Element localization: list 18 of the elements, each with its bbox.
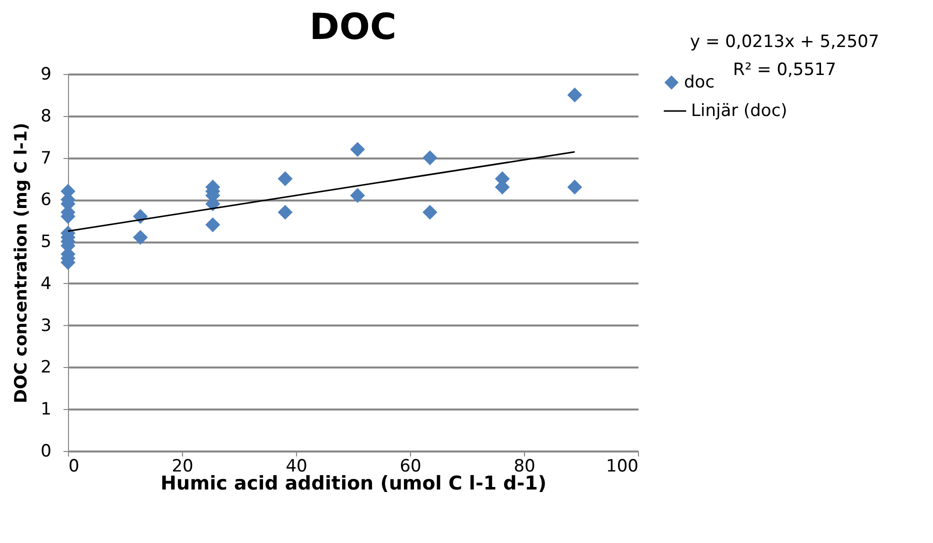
legend-label: doc [684, 72, 715, 92]
y-tick-label: 4 [40, 274, 52, 294]
y-tick-label: 5 [40, 232, 52, 252]
y-tick-label: 8 [40, 106, 52, 126]
text: y = 0,0213x + 5,2507 [690, 31, 880, 54]
text: R² = 0,5517 [733, 60, 836, 80]
y-tick-label: 7 [40, 148, 52, 168]
y-axis-title: DOC concentration (mg C l-1) [12, 122, 32, 404]
chart-title: DOC [310, 7, 396, 48]
y-tick-label: 1 [40, 400, 52, 420]
x-tick-label: 100 [606, 456, 638, 476]
y-tick-label: 3 [40, 316, 52, 336]
y-tick-label: 9 [40, 64, 52, 84]
y-tick-label: 6 [40, 190, 52, 210]
x-tick-label: 0 [68, 456, 80, 476]
y-tick-label: 0 [40, 442, 52, 462]
y-tick-label: 2 [40, 358, 52, 378]
legend-label: Linjär (doc) [691, 101, 788, 121]
